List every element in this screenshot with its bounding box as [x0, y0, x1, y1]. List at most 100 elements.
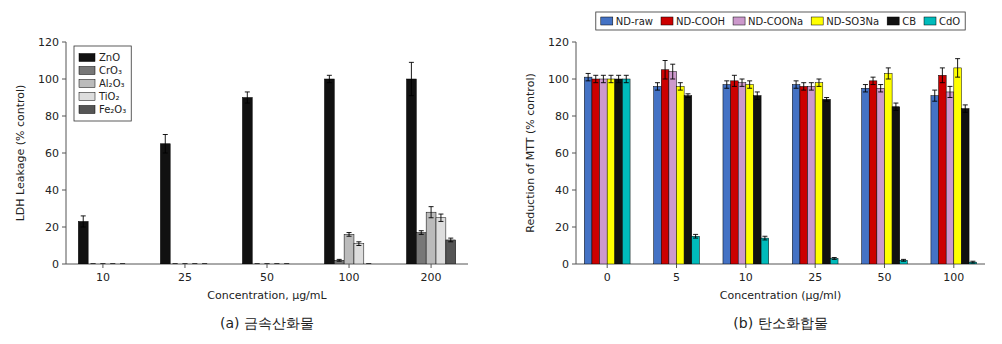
error-bar	[182, 264, 187, 265]
y-axis-line	[576, 42, 577, 264]
error-bar-cap	[100, 264, 105, 265]
bar	[170, 264, 180, 265]
bar	[869, 81, 877, 264]
x-tick-label: 200	[421, 271, 442, 284]
x-tick	[184, 264, 185, 268]
x-tick-label: 5	[673, 271, 680, 284]
legend-item: ND-SO3Na	[811, 16, 879, 27]
error-bar	[347, 233, 352, 237]
legend-item: ZnO	[79, 52, 120, 63]
y-tick-label: 0	[562, 258, 569, 271]
chart: 02040608010012005102550100Concentration …	[524, 12, 985, 331]
error-bar	[816, 79, 821, 86]
x-tick	[267, 264, 268, 268]
error-bar-cap	[593, 75, 598, 76]
error-bar-cap	[678, 90, 683, 91]
x-tick-label: 25	[808, 271, 822, 284]
error-bar-stem	[83, 216, 84, 227]
error-bar-cap	[616, 75, 621, 76]
error-bar-cap	[947, 86, 952, 87]
error-bar-cap	[863, 91, 868, 92]
bar	[900, 260, 908, 264]
bar	[118, 264, 128, 265]
error-bar	[81, 216, 86, 227]
error-bar	[448, 238, 453, 242]
y-tick-label: 120	[38, 36, 59, 49]
bar	[607, 79, 615, 264]
y-tick-label: 60	[45, 147, 59, 160]
error-bar	[724, 81, 729, 88]
error-bar-cap	[970, 263, 975, 264]
bar	[160, 144, 170, 264]
error-bar	[955, 59, 960, 78]
error-bar-cap	[747, 80, 752, 81]
error-bar-stem	[803, 83, 804, 90]
error-bar-cap	[832, 257, 837, 258]
bar	[669, 72, 677, 264]
error-bar-cap	[81, 227, 86, 228]
error-bar-cap	[609, 82, 614, 83]
x-tick	[431, 264, 432, 268]
error-bar-stem	[942, 68, 943, 83]
bar	[792, 85, 800, 264]
bar	[334, 260, 344, 264]
bar	[262, 264, 272, 265]
error-bar-stem	[672, 64, 673, 79]
error-bar	[192, 264, 197, 265]
error-bar-cap	[955, 77, 960, 78]
error-bar	[947, 86, 952, 97]
bar	[354, 244, 364, 264]
legend-label: CrO₃	[99, 65, 122, 76]
y-tick	[62, 153, 66, 154]
bar	[931, 96, 939, 264]
error-bar-cap	[202, 264, 207, 265]
error-bar	[762, 236, 767, 240]
error-bar-stem	[865, 85, 866, 92]
chart: 020406080100120102550100200Concentration…	[14, 36, 468, 331]
error-bar	[163, 135, 168, 154]
error-bar-cap	[732, 75, 737, 76]
series	[110, 214, 446, 264]
error-bar-cap	[816, 79, 821, 80]
legend: ND-rawND-COOHND-COONaND-SO3NaCBCdO	[596, 12, 965, 30]
y-tick-label: 20	[555, 221, 569, 234]
error-bar-stem	[873, 77, 874, 84]
bar	[823, 99, 831, 264]
error-bar-stem	[247, 92, 248, 103]
error-bar-stem	[165, 135, 166, 154]
error-bar-stem	[749, 81, 750, 88]
bar	[416, 233, 426, 264]
error-bar-cap	[824, 97, 829, 98]
y-tick-label: 120	[548, 36, 569, 49]
legend-item: CdO	[924, 16, 960, 27]
error-bar-cap	[81, 215, 86, 216]
error-bar-cap	[901, 259, 906, 260]
legend-swatch	[733, 17, 745, 25]
error-bar-cap	[366, 264, 371, 265]
error-bar-cap	[356, 245, 361, 246]
y-tick	[62, 42, 66, 43]
error-bar-cap	[947, 97, 952, 98]
error-bar-stem	[726, 81, 727, 88]
bar	[108, 264, 118, 265]
error-bar-stem	[796, 81, 797, 88]
error-bar	[438, 214, 443, 221]
x-tick-label: 25	[178, 271, 192, 284]
error-bar-cap	[91, 264, 96, 265]
series	[100, 207, 436, 264]
error-bar-cap	[91, 264, 96, 265]
error-bar-cap	[182, 264, 187, 265]
error-bar-cap	[663, 60, 668, 61]
legend-item: CrO₃	[79, 65, 122, 76]
error-bar-cap	[809, 90, 814, 91]
bar	[746, 85, 754, 264]
error-bar	[419, 231, 424, 235]
error-bar-cap	[878, 91, 883, 92]
legend-label: ND-COOH	[676, 16, 725, 27]
plot-marks	[78, 62, 455, 264]
error-bar	[693, 234, 698, 238]
error-bar-cap	[255, 264, 260, 265]
error-bar-cap	[245, 91, 250, 92]
error-bar-stem	[588, 73, 589, 80]
legend-swatch	[924, 17, 936, 25]
